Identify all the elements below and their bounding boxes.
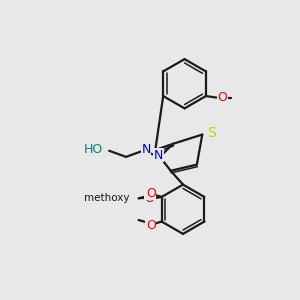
Text: N: N: [154, 149, 163, 162]
Text: S: S: [207, 126, 216, 140]
Text: O: O: [146, 219, 156, 232]
Text: HO: HO: [84, 143, 103, 157]
Text: O: O: [218, 91, 227, 104]
Text: O: O: [144, 192, 154, 205]
Text: N: N: [141, 143, 151, 156]
Text: methoxy: methoxy: [84, 194, 129, 203]
Text: O: O: [146, 187, 156, 200]
